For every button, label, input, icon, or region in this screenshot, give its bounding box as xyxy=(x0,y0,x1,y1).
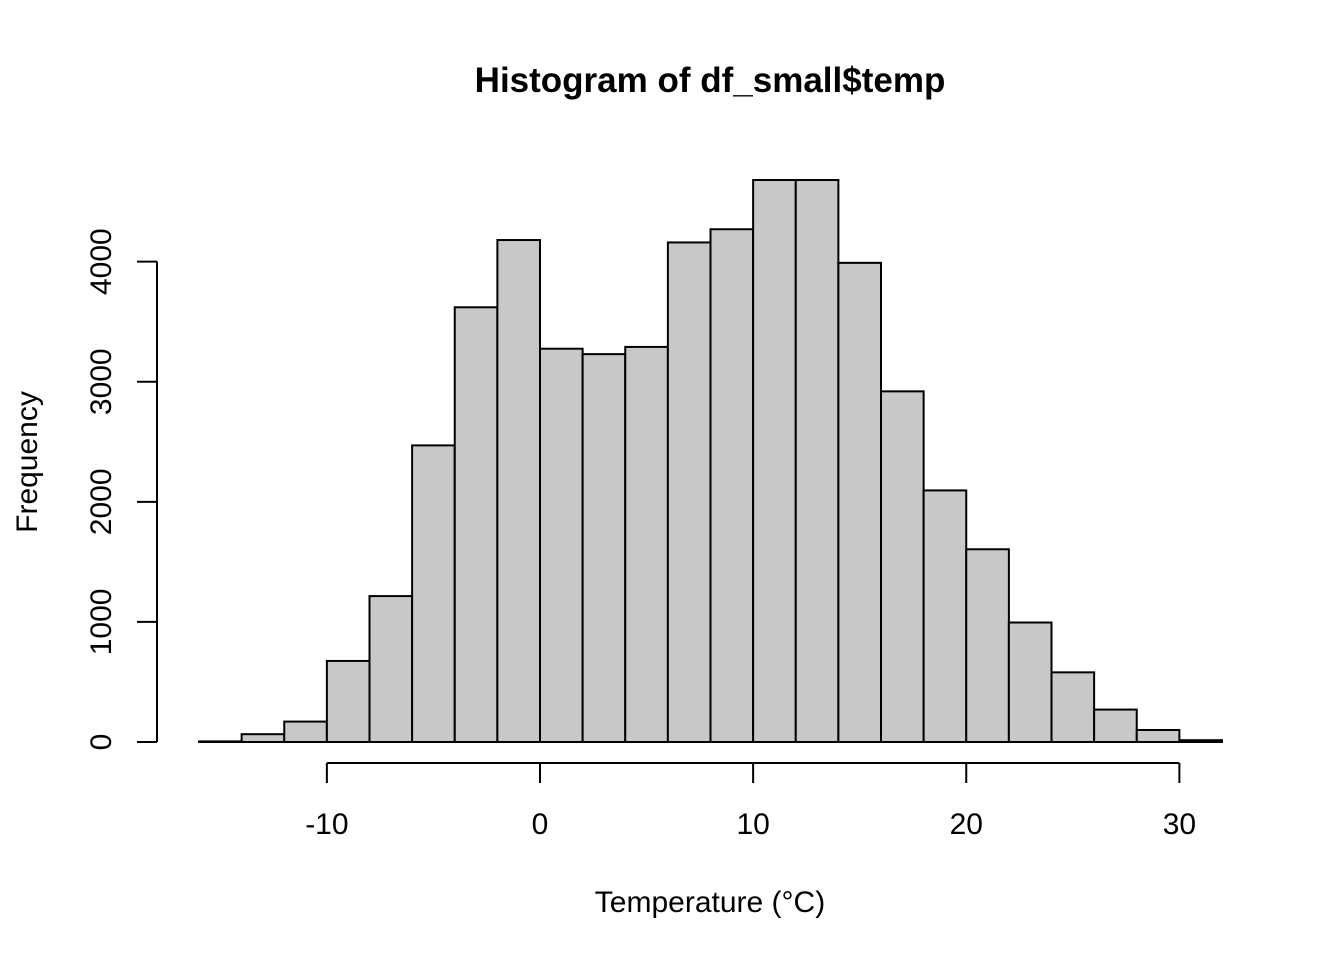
y-tick-label: 4000 xyxy=(85,228,118,295)
x-tick-label: 30 xyxy=(1163,808,1196,841)
histogram-bar xyxy=(666,241,712,743)
histogram-bar xyxy=(496,239,541,744)
histogram-bar xyxy=(752,179,797,743)
histogram-bar xyxy=(1093,708,1138,743)
y-tick-label: 3000 xyxy=(85,348,118,415)
histogram-bar xyxy=(1050,671,1096,743)
histogram-bar xyxy=(368,595,414,743)
chart-title: Histogram of df_small$temp xyxy=(475,61,946,100)
histogram-bar xyxy=(794,179,840,743)
x-tick-label: -10 xyxy=(305,808,348,841)
histogram-bar xyxy=(709,228,755,743)
histogram-bar xyxy=(922,489,968,743)
histogram-bar xyxy=(837,261,882,743)
histogram-bar xyxy=(198,740,243,744)
histogram-bar xyxy=(1135,728,1181,744)
x-axis: -10 0 10 20 30 xyxy=(305,762,1196,841)
histogram-bar xyxy=(1007,621,1053,743)
histogram-bar xyxy=(624,345,669,743)
histogram-bar xyxy=(283,720,328,743)
y-tick-label: 0 xyxy=(85,734,118,751)
y-axis: 0 1000 2000 3000 4000 xyxy=(85,228,158,751)
histogram-bar xyxy=(965,548,1010,743)
histogram-bar xyxy=(325,659,371,744)
histogram-bars xyxy=(198,179,1223,744)
histogram-bar xyxy=(1178,739,1223,744)
x-tick-label: 20 xyxy=(950,808,983,841)
y-tick-label: 1000 xyxy=(85,589,118,656)
y-tick-label: 2000 xyxy=(85,468,118,535)
histogram-bar xyxy=(453,306,499,743)
x-tick-label: 0 xyxy=(532,808,549,841)
histogram-bar xyxy=(539,347,584,743)
y-axis-label: Frequency xyxy=(11,391,44,533)
histogram-bar xyxy=(411,444,456,743)
x-tick-label: 10 xyxy=(736,808,769,841)
x-axis-label: Temperature (°C) xyxy=(595,886,825,919)
histogram-bar xyxy=(880,390,925,743)
histogram-bar xyxy=(581,353,627,743)
histogram-bar xyxy=(240,733,286,744)
